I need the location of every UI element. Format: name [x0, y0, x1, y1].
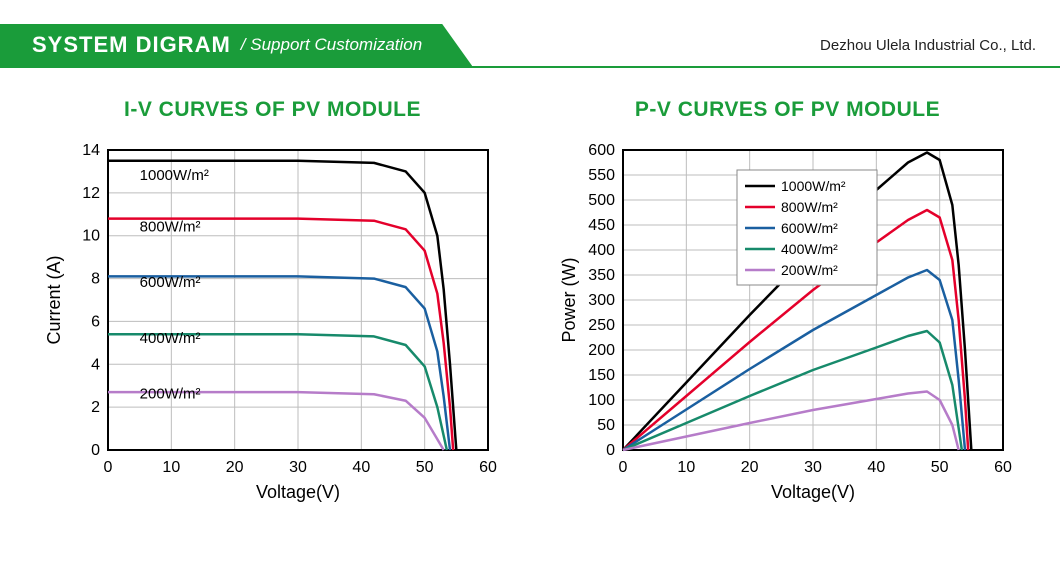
svg-text:600W/m²: 600W/m²	[781, 220, 838, 236]
header-green-banner: SYSTEM DIGRAM / Support Customization	[0, 24, 472, 66]
svg-text:600: 600	[588, 142, 615, 159]
company-name: Dezhou Ulela Industrial Co., Ltd.	[820, 24, 1036, 66]
svg-text:30: 30	[289, 459, 307, 476]
svg-text:8: 8	[91, 271, 100, 288]
svg-text:400W/m²: 400W/m²	[139, 330, 200, 347]
svg-text:800W/m²: 800W/m²	[139, 218, 200, 235]
svg-text:0: 0	[618, 459, 627, 476]
svg-text:Power (W): Power (W)	[559, 258, 579, 343]
svg-text:250: 250	[588, 317, 615, 334]
svg-text:350: 350	[588, 267, 615, 284]
svg-text:1000W/m²: 1000W/m²	[139, 167, 208, 184]
svg-text:20: 20	[740, 459, 758, 476]
svg-text:100: 100	[588, 392, 615, 409]
svg-text:200W/m²: 200W/m²	[139, 386, 200, 403]
header-title: SYSTEM DIGRAM	[32, 32, 231, 58]
svg-text:4: 4	[91, 356, 100, 373]
svg-text:500: 500	[588, 192, 615, 209]
pv-chart: 0102030405060050100150200250300350400450…	[558, 140, 1018, 505]
svg-text:12: 12	[82, 185, 100, 202]
svg-text:6: 6	[91, 313, 100, 330]
svg-text:14: 14	[82, 142, 100, 159]
svg-text:Current (A): Current (A)	[44, 255, 64, 344]
svg-text:40: 40	[867, 459, 885, 476]
svg-text:300: 300	[588, 292, 615, 309]
svg-text:0: 0	[606, 442, 615, 459]
svg-text:30: 30	[804, 459, 822, 476]
svg-text:10: 10	[82, 228, 100, 245]
svg-text:20: 20	[225, 459, 243, 476]
svg-text:60: 60	[479, 459, 497, 476]
iv-chart: 0 10 20 30 40 50 60 0 2 4 6 8 10 12 14 1000W/m² 800W/m² 6…	[43, 140, 503, 505]
svg-text:0: 0	[91, 442, 100, 459]
svg-text:50: 50	[597, 417, 615, 434]
iv-chart-title: I-V CURVES OF PV MODULE	[124, 98, 421, 122]
svg-text:60: 60	[994, 459, 1012, 476]
svg-text:10: 10	[677, 459, 695, 476]
svg-text:2: 2	[91, 399, 100, 416]
svg-text:200W/m²: 200W/m²	[781, 262, 838, 278]
svg-text:Voltage(V): Voltage(V)	[255, 482, 339, 502]
svg-text:1000W/m²: 1000W/m²	[781, 178, 846, 194]
svg-text:450: 450	[588, 217, 615, 234]
svg-text:150: 150	[588, 367, 615, 384]
svg-text:10: 10	[162, 459, 180, 476]
svg-text:200: 200	[588, 342, 615, 359]
pv-chart-column: P-V CURVES OF PV MODULE 0102030405060050…	[545, 98, 1030, 505]
svg-text:600W/m²: 600W/m²	[139, 274, 200, 291]
header-bar: SYSTEM DIGRAM / Support Customization De…	[0, 24, 1060, 68]
svg-text:400: 400	[588, 242, 615, 259]
charts-row: I-V CURVES OF PV MODULE 0102030405060024…	[0, 98, 1060, 505]
iv-chart-column: I-V CURVES OF PV MODULE 0 10 20 30 40 50 60 0 2 4…	[30, 98, 515, 505]
svg-text:400W/m²: 400W/m²	[781, 241, 838, 257]
pv-chart-title: P-V CURVES OF PV MODULE	[635, 98, 940, 122]
svg-text:800W/m²: 800W/m²	[781, 199, 838, 215]
svg-text:0: 0	[103, 459, 112, 476]
svg-text:Voltage(V): Voltage(V)	[770, 482, 854, 502]
header-subtitle: / Support Customization	[241, 35, 422, 55]
svg-text:50: 50	[930, 459, 948, 476]
svg-text:40: 40	[352, 459, 370, 476]
svg-text:550: 550	[588, 167, 615, 184]
svg-text:50: 50	[415, 459, 433, 476]
